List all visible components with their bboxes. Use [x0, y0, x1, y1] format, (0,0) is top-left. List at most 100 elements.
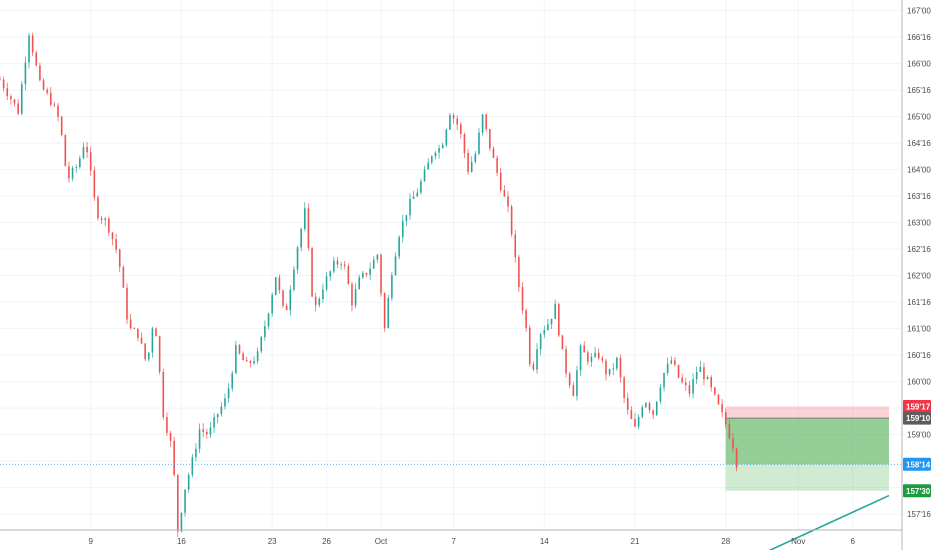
candle-body	[608, 368, 611, 375]
price-label-text: 158'14	[906, 460, 931, 469]
candle-body	[115, 239, 117, 250]
candle-body	[358, 277, 361, 290]
y-tick-label: 166'16	[907, 33, 931, 42]
candle-body	[50, 92, 52, 105]
y-tick-label: 166'00	[907, 60, 931, 69]
price-label-box	[903, 484, 931, 498]
candle-body	[616, 357, 618, 369]
candle-body	[579, 345, 582, 371]
candle-body	[24, 62, 27, 85]
candle-body	[685, 382, 687, 386]
candle-body	[340, 264, 342, 266]
candle-body	[383, 293, 386, 328]
candle-body	[558, 303, 560, 336]
candle-body	[151, 328, 154, 353]
candle-body	[724, 412, 727, 425]
candle-body	[460, 124, 462, 135]
candle-body	[554, 303, 556, 319]
price-label-text: 157'30	[906, 487, 931, 496]
candle-body	[630, 409, 633, 420]
candle-body	[144, 343, 146, 360]
candle-body	[587, 352, 589, 362]
candle-body	[452, 114, 455, 119]
candle-body	[282, 290, 284, 306]
candle-body	[576, 370, 578, 397]
candle-body	[89, 152, 92, 171]
x-tick-label: 26	[322, 537, 331, 546]
candle-body	[329, 271, 331, 277]
candle-body	[271, 294, 273, 314]
candle-body	[619, 357, 622, 378]
candle-body	[10, 96, 12, 100]
candle-body	[166, 417, 168, 433]
candle-body	[398, 237, 400, 257]
y-tick-label: 164'16	[907, 139, 931, 148]
candle-body	[561, 335, 564, 350]
candle-body	[572, 385, 575, 397]
candle-body	[75, 166, 77, 168]
candle-body	[412, 196, 415, 199]
position-tool[interactable]	[725, 406, 889, 491]
candle-body	[521, 287, 524, 311]
candle-body	[347, 265, 350, 285]
candle-body	[670, 360, 673, 364]
candle-body	[474, 153, 477, 163]
candle-body	[634, 419, 636, 427]
candle-body	[507, 196, 509, 207]
candle-body	[260, 337, 263, 352]
candle-body	[129, 319, 132, 329]
candle-body	[220, 406, 223, 414]
candle-body	[721, 404, 723, 413]
candle-body	[300, 229, 302, 248]
candle-body	[492, 148, 495, 158]
candle-body	[376, 254, 379, 260]
candle-body	[325, 276, 328, 290]
candle-body	[641, 407, 644, 417]
y-tick-label: 165'00	[907, 113, 931, 122]
candle-body	[31, 35, 34, 53]
candle-body	[525, 310, 527, 328]
y-tick-label: 160'16	[907, 351, 931, 360]
candle-body	[278, 277, 281, 291]
y-tick-label: 163'00	[907, 219, 931, 228]
candle-body	[64, 135, 67, 167]
x-tick-label: 21	[631, 537, 640, 546]
x-tick-label: 6	[850, 537, 855, 546]
candle-body	[267, 313, 270, 327]
candle-body	[362, 272, 364, 278]
candle-body	[42, 80, 45, 90]
candle-body	[39, 65, 41, 81]
candle-body	[111, 232, 114, 240]
trend-line[interactable]	[761, 494, 890, 555]
candle-body	[231, 373, 234, 389]
y-tick-label: 167'00	[907, 7, 931, 16]
candle-body	[177, 474, 179, 532]
candle-body	[372, 259, 375, 269]
candle-body	[565, 349, 567, 374]
candle-body	[409, 198, 411, 216]
candle-body	[536, 349, 538, 370]
candle-body	[86, 146, 88, 153]
price-label-text: 159'17	[906, 403, 931, 412]
candle-body	[104, 218, 107, 221]
y-tick-label: 165'16	[907, 86, 931, 95]
candle-body	[140, 337, 143, 344]
candle-body	[547, 324, 549, 331]
candle-body	[2, 79, 5, 89]
candle-body	[605, 360, 607, 375]
trend-line-layer[interactable]	[0, 463, 901, 555]
candle-body	[732, 438, 734, 449]
candle-body	[365, 272, 368, 275]
candle-body	[503, 190, 506, 197]
candle-body	[122, 267, 125, 288]
candle-body	[427, 162, 429, 170]
candle-body	[198, 429, 201, 449]
candle-body	[387, 297, 390, 328]
candle-body	[343, 264, 346, 266]
candle-body	[249, 361, 252, 364]
candle-body	[496, 157, 498, 173]
candle-body	[82, 146, 85, 159]
x-tick-label: 9	[88, 537, 93, 546]
